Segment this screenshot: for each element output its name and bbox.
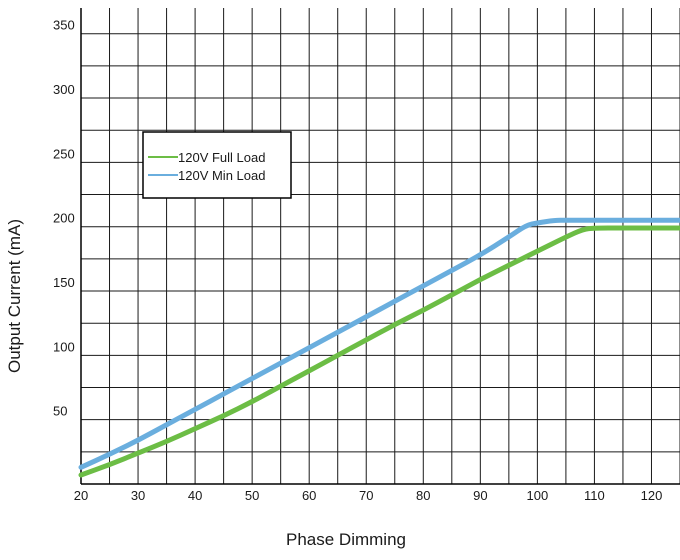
tick-labels: 20 30 40 50 60 70 80 90 100 110 120 50 100 150 200 250 3… <box>53 18 662 503</box>
y-tick-label: 100 <box>53 339 75 354</box>
x-tick-label: 20 <box>74 488 88 503</box>
y-tick-label: 50 <box>53 404 67 419</box>
x-tick-label: 60 <box>302 488 316 503</box>
y-axis-title: Output Current (mA) <box>5 219 24 373</box>
x-tick-label: 110 <box>584 488 605 503</box>
y-tick-label: 200 <box>53 211 75 226</box>
x-tick-label: 90 <box>473 488 487 503</box>
x-tick-label: 30 <box>131 488 145 503</box>
legend-label-full-load: 120V Full Load <box>178 150 265 165</box>
x-tick-label: 70 <box>359 488 373 503</box>
x-tick-label: 40 <box>188 488 202 503</box>
x-tick-label: 100 <box>527 488 549 503</box>
y-tick-label: 250 <box>53 146 75 161</box>
legend-label-min-load: 120V Min Load <box>178 168 265 183</box>
x-axis-title: Phase Dimming <box>286 530 406 549</box>
y-tick-label: 350 <box>53 18 75 33</box>
series-line-full-load <box>78 225 680 478</box>
series-lines <box>78 217 680 478</box>
series-line-min-load <box>78 217 680 470</box>
legend: 120V Full Load 120V Min Load <box>142 131 292 199</box>
y-tick-label: 300 <box>53 82 75 97</box>
x-tick-label: 120 <box>641 488 663 503</box>
x-tick-label: 80 <box>416 488 430 503</box>
legend-box <box>142 131 292 199</box>
grid <box>80 8 680 485</box>
y-tick-label: 150 <box>53 275 75 290</box>
x-tick-label: 50 <box>245 488 259 503</box>
